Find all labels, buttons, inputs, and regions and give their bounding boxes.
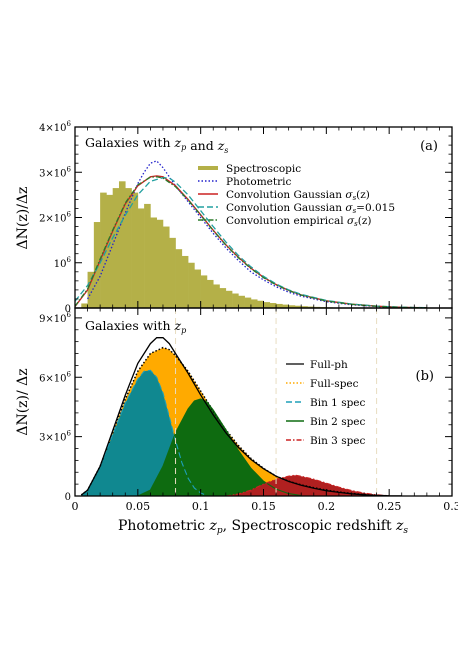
hist-bar-22	[219, 288, 227, 308]
panel-b-x-ticks: 0 0.05 0.1 0.15 0.2 0.25 0.3	[72, 308, 458, 513]
panel-b-areas	[80, 346, 390, 497]
hist-bar-23	[225, 290, 233, 308]
hist-bar-24	[232, 293, 239, 308]
panel-b-series	[80, 337, 402, 497]
hist-bar-4	[106, 194, 113, 308]
panel-b-ylabel: ΔN(z)/ Δz	[15, 368, 31, 435]
area-outline-bin-3-spec	[225, 474, 390, 497]
hist-bar-32	[282, 304, 289, 308]
hist-bar-16	[181, 255, 189, 308]
b-xtick-label-1: 0.05	[126, 500, 151, 513]
area-bin-2-spec	[137, 399, 302, 496]
hist-bar-6	[118, 181, 126, 308]
hist-bar-13	[162, 226, 170, 308]
panel-b-title: Galaxies with zp	[85, 318, 186, 335]
panel-b-tag: (b)	[416, 369, 434, 384]
legend-label-conv-empirical: Convolution empirical σs(z)	[226, 215, 371, 228]
hist-bar-1	[87, 271, 95, 308]
hist-bar-19	[200, 275, 208, 308]
panel-a: 0 106 2×106 3×106 4×106 Galaxies with zp and…	[15, 120, 453, 315]
panel-a-title: Galaxies with zp and zs	[85, 135, 228, 155]
panel-b-y-ticks: 0 3×106 6×106 9×106	[39, 311, 452, 503]
panel-a-tag: (a)	[420, 139, 438, 154]
hist-bar-27	[250, 299, 258, 308]
area-outline-bin-1-spec	[80, 369, 208, 496]
hist-bar-28	[257, 300, 264, 308]
hist-bar-17	[188, 262, 195, 308]
b-ytick-label-2: 6×106	[39, 370, 71, 384]
hist-bar-25	[238, 295, 245, 308]
a-ytick-label-1: 106	[54, 256, 72, 270]
hist-bar-26	[244, 297, 252, 308]
a-ytick-label-3: 3×106	[39, 165, 71, 179]
legend-label-full-spec: Full-spec	[310, 378, 359, 390]
panel-b-legend: Full-ph Full-spec Bin 1 spec Bin 2 spec …	[286, 359, 366, 447]
hist-bar-15	[175, 249, 183, 308]
legend-label-full-ph: Full-ph	[310, 359, 348, 371]
b-ytick-label-1: 3×106	[39, 430, 71, 444]
area-bin-3-spec	[225, 475, 390, 496]
panel-a-legend: Spectroscopic Photometric Convolution Ga…	[198, 163, 395, 228]
a-ytick-label-0: 0	[65, 304, 71, 315]
panel-a-ylabel: ΔN(z)/Δz	[15, 187, 31, 250]
b-xtick-label-0: 0	[72, 500, 79, 513]
hist-bar-18	[194, 269, 201, 308]
panel-a-x-ticks	[74, 127, 453, 308]
series-line-2-convolution-gaussian	[74, 177, 427, 309]
panel-a-series	[74, 160, 427, 309]
hist-bar-34	[294, 305, 302, 308]
legend-label-conv-gauss-sz: Convolution Gaussian σs(z)	[226, 189, 370, 202]
hist-bar-9	[137, 208, 145, 308]
legend-label-bin1: Bin 1 spec	[310, 397, 366, 409]
panel-b-xlabel: Photometric zp, Spectroscopic redshift z…	[118, 518, 408, 536]
legend-label-spectroscopic: Spectroscopic	[226, 163, 301, 175]
hist-bar-12	[156, 219, 164, 308]
series-line-0-photometric	[87, 160, 402, 309]
b-ytick-label-3: 9×106	[39, 311, 71, 325]
a-ytick-label-4: 4×106	[39, 120, 71, 134]
hist-bar-29	[263, 302, 271, 308]
b-xtick-label-2: 0.1	[192, 500, 210, 513]
area-outline-bin-2-spec	[137, 398, 302, 497]
hist-bar-2	[93, 222, 101, 308]
hist-bar-14	[169, 237, 176, 308]
hist-bar-0	[81, 303, 88, 308]
b-xtick-label-4: 0.2	[318, 500, 336, 513]
hist-bar-7	[125, 188, 132, 308]
hist-bar-35	[301, 306, 308, 308]
hist-bar-36	[307, 306, 315, 308]
hist-bar-8	[131, 192, 139, 308]
legend-label-photometric: Photometric	[226, 176, 291, 188]
b-xtick-label-3: 0.15	[251, 500, 276, 513]
hist-bar-5	[112, 188, 120, 308]
series-line-1-convolution-gaussian	[74, 175, 427, 309]
bin-edges	[175, 308, 378, 496]
b-xtick-label-6: 0.3	[443, 500, 458, 513]
panel-a-y-ticks: 0 106 2×106 3×106 4×106	[39, 120, 452, 315]
hist-bar-11	[150, 217, 157, 308]
b-xtick-label-5: 0.25	[377, 500, 402, 513]
hist-bar-33	[288, 305, 296, 308]
hist-bar-30	[269, 303, 277, 308]
legend-label-bin3: Bin 3 spec	[310, 435, 366, 447]
hist-bar-31	[276, 303, 283, 308]
legend-label-bin2: Bin 2 spec	[310, 416, 366, 428]
hist-bar-21	[213, 284, 220, 308]
b-ytick-label-0: 0	[65, 492, 71, 503]
a-ytick-label-2: 2×106	[39, 211, 71, 225]
hist-bar-20	[206, 279, 214, 308]
hist-bar-10	[144, 203, 151, 308]
series-line-full-ph	[80, 337, 402, 497]
legend-label-conv-gauss-fixed: Convolution Gaussian σs=0.015	[226, 202, 395, 215]
